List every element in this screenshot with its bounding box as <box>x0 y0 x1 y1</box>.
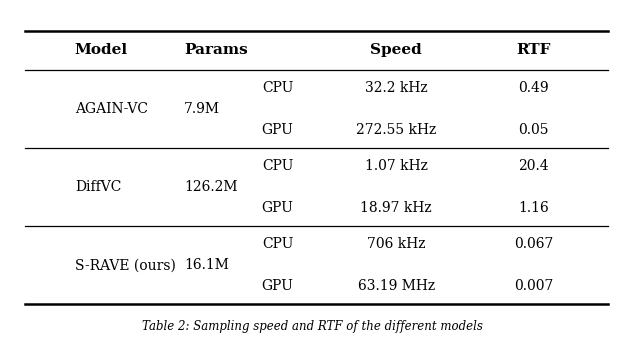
Text: RTF: RTF <box>516 43 551 57</box>
Text: 32.2 kHz: 32.2 kHz <box>365 81 427 95</box>
Text: 0.067: 0.067 <box>514 237 553 251</box>
Text: Params: Params <box>184 43 248 57</box>
Text: 63.19 MHz: 63.19 MHz <box>358 279 435 293</box>
Text: GPU: GPU <box>261 123 294 137</box>
Text: GPU: GPU <box>261 279 294 293</box>
Text: 0.007: 0.007 <box>514 279 553 293</box>
Text: 1.07 kHz: 1.07 kHz <box>365 159 427 173</box>
Text: Table 2: Sampling speed and RTF of the different models: Table 2: Sampling speed and RTF of the d… <box>142 320 482 333</box>
Text: GPU: GPU <box>261 201 294 215</box>
Text: AGAIN-VC: AGAIN-VC <box>75 102 148 116</box>
Text: 0.05: 0.05 <box>519 123 548 137</box>
Text: S-RAVE (ours): S-RAVE (ours) <box>75 258 176 272</box>
Text: CPU: CPU <box>262 159 293 173</box>
Text: Model: Model <box>75 43 128 57</box>
Text: CPU: CPU <box>262 237 293 251</box>
Text: 16.1M: 16.1M <box>184 258 229 272</box>
Text: 7.9M: 7.9M <box>184 102 220 116</box>
Text: 1.16: 1.16 <box>518 201 549 215</box>
Text: 20.4: 20.4 <box>518 159 549 173</box>
Text: 18.97 kHz: 18.97 kHz <box>361 201 432 215</box>
Text: 126.2M: 126.2M <box>184 180 238 194</box>
Text: 0.49: 0.49 <box>518 81 549 95</box>
Text: 706 kHz: 706 kHz <box>367 237 426 251</box>
Text: 272.55 kHz: 272.55 kHz <box>356 123 436 137</box>
Text: CPU: CPU <box>262 81 293 95</box>
Text: DiffVC: DiffVC <box>75 180 121 194</box>
Text: Speed: Speed <box>371 43 422 57</box>
